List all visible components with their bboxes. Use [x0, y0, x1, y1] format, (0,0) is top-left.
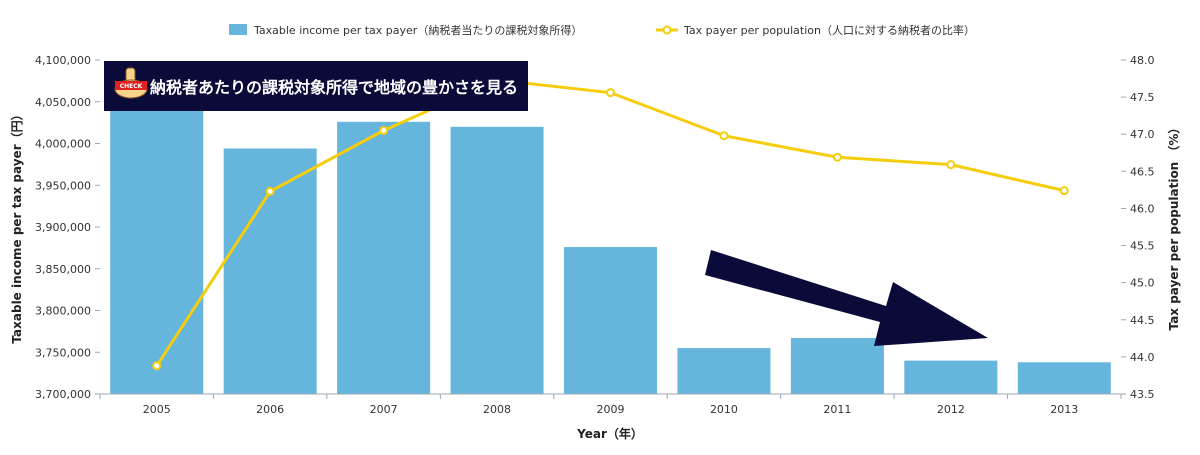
- x-tick-label: 2012: [937, 403, 965, 416]
- y-tick-left-label: 3,950,000: [35, 179, 91, 192]
- line-point: [606, 88, 615, 98]
- line-point: [265, 186, 275, 196]
- legend-label-line: Tax payer per population（人口に対する納税者の比率）: [683, 23, 975, 37]
- y-tick-left-label: 3,800,000: [35, 305, 91, 318]
- x-tick-label: 2009: [597, 403, 625, 416]
- bar: [904, 360, 998, 394]
- y-tick-left-label: 3,750,000: [35, 346, 91, 359]
- banner: CHECK 納税者あたりの課税対象所得で地域の豊かさを見る: [104, 61, 528, 111]
- trend-arrow: [705, 250, 988, 346]
- x-tick-label: 2007: [370, 403, 398, 416]
- x-axis: 2005 2006 2007 2008 2009 2010 2011 2012 2013: [99, 394, 1122, 416]
- y-axis-right: 43.5 44.0 44.5 45.0 45.5 46.0 46.5 47.0 47.5 48.0: [1121, 54, 1155, 401]
- y-tick-right-label: 45.5: [1130, 240, 1155, 253]
- bar: [110, 89, 204, 394]
- legend: Taxable income per tax payer（納税者当たりの課税対象…: [229, 23, 975, 37]
- legend-swatch-bar: [229, 24, 247, 35]
- y-tick-right-label: 47.0: [1130, 128, 1155, 141]
- x-tick-label: 2010: [710, 403, 738, 416]
- line-point: [152, 361, 162, 371]
- bar: [223, 148, 317, 394]
- y-axis-left-title: Taxable income per tax payer（円）: [9, 108, 24, 343]
- bar: [563, 247, 658, 394]
- y-tick-left-label: 4,000,000: [35, 138, 91, 151]
- check-badge-text: CHECK: [120, 83, 143, 90]
- y-tick-left-label: 4,100,000: [35, 54, 91, 67]
- y-tick-right-label: 43.5: [1130, 388, 1155, 401]
- line-point: [719, 131, 729, 141]
- x-tick-label: 2005: [143, 403, 171, 416]
- y-tick-left-label: 3,850,000: [35, 263, 91, 276]
- arrow-shape: [705, 250, 988, 346]
- banner-text: 納税者あたりの課税対象所得で地域の豊かさを見る: [150, 78, 518, 97]
- bar: [450, 126, 544, 395]
- y-tick-left-label: 3,700,000: [35, 388, 91, 401]
- line-series: [152, 75, 1069, 371]
- x-tick-label: 2006: [256, 403, 284, 416]
- y-tick-right-label: 46.5: [1130, 165, 1155, 178]
- x-tick-label: 2011: [823, 403, 851, 416]
- line-point: [946, 160, 956, 170]
- legend-label-bar: Taxable income per tax payer（納税者当たりの課税対象…: [253, 23, 582, 37]
- y-tick-right-label: 48.0: [1130, 54, 1155, 67]
- bar: [790, 338, 884, 394]
- banner-background: [104, 61, 528, 111]
- bar: [1017, 362, 1111, 394]
- line-point: [832, 152, 842, 162]
- bar: [677, 348, 771, 394]
- x-tick-label: 2013: [1050, 403, 1078, 416]
- y-tick-right-label: 44.5: [1130, 314, 1155, 327]
- x-axis-title: Year（年）: [576, 426, 643, 441]
- y-tick-right-label: 47.5: [1130, 91, 1155, 104]
- y-axis-left: 3,700,000 3,750,000 3,800,000 3,850,000 3,90…: [35, 54, 100, 401]
- y-tick-right-label: 44.0: [1130, 351, 1155, 364]
- line-point: [1059, 186, 1069, 196]
- bar: [337, 121, 431, 394]
- legend-swatch-marker: [662, 25, 672, 35]
- x-tick-label: 2008: [483, 403, 511, 416]
- y-tick-right-label: 46.0: [1130, 202, 1155, 215]
- check-icon: CHECK: [114, 67, 148, 99]
- bar-series: [110, 89, 1111, 395]
- y-tick-left-label: 3,900,000: [35, 221, 91, 234]
- y-axis-right-title: Tax payer per population （%）: [1166, 122, 1181, 331]
- y-tick-right-label: 45.0: [1130, 277, 1155, 290]
- line-point: [379, 126, 389, 136]
- y-tick-left-label: 4,050,000: [35, 96, 91, 109]
